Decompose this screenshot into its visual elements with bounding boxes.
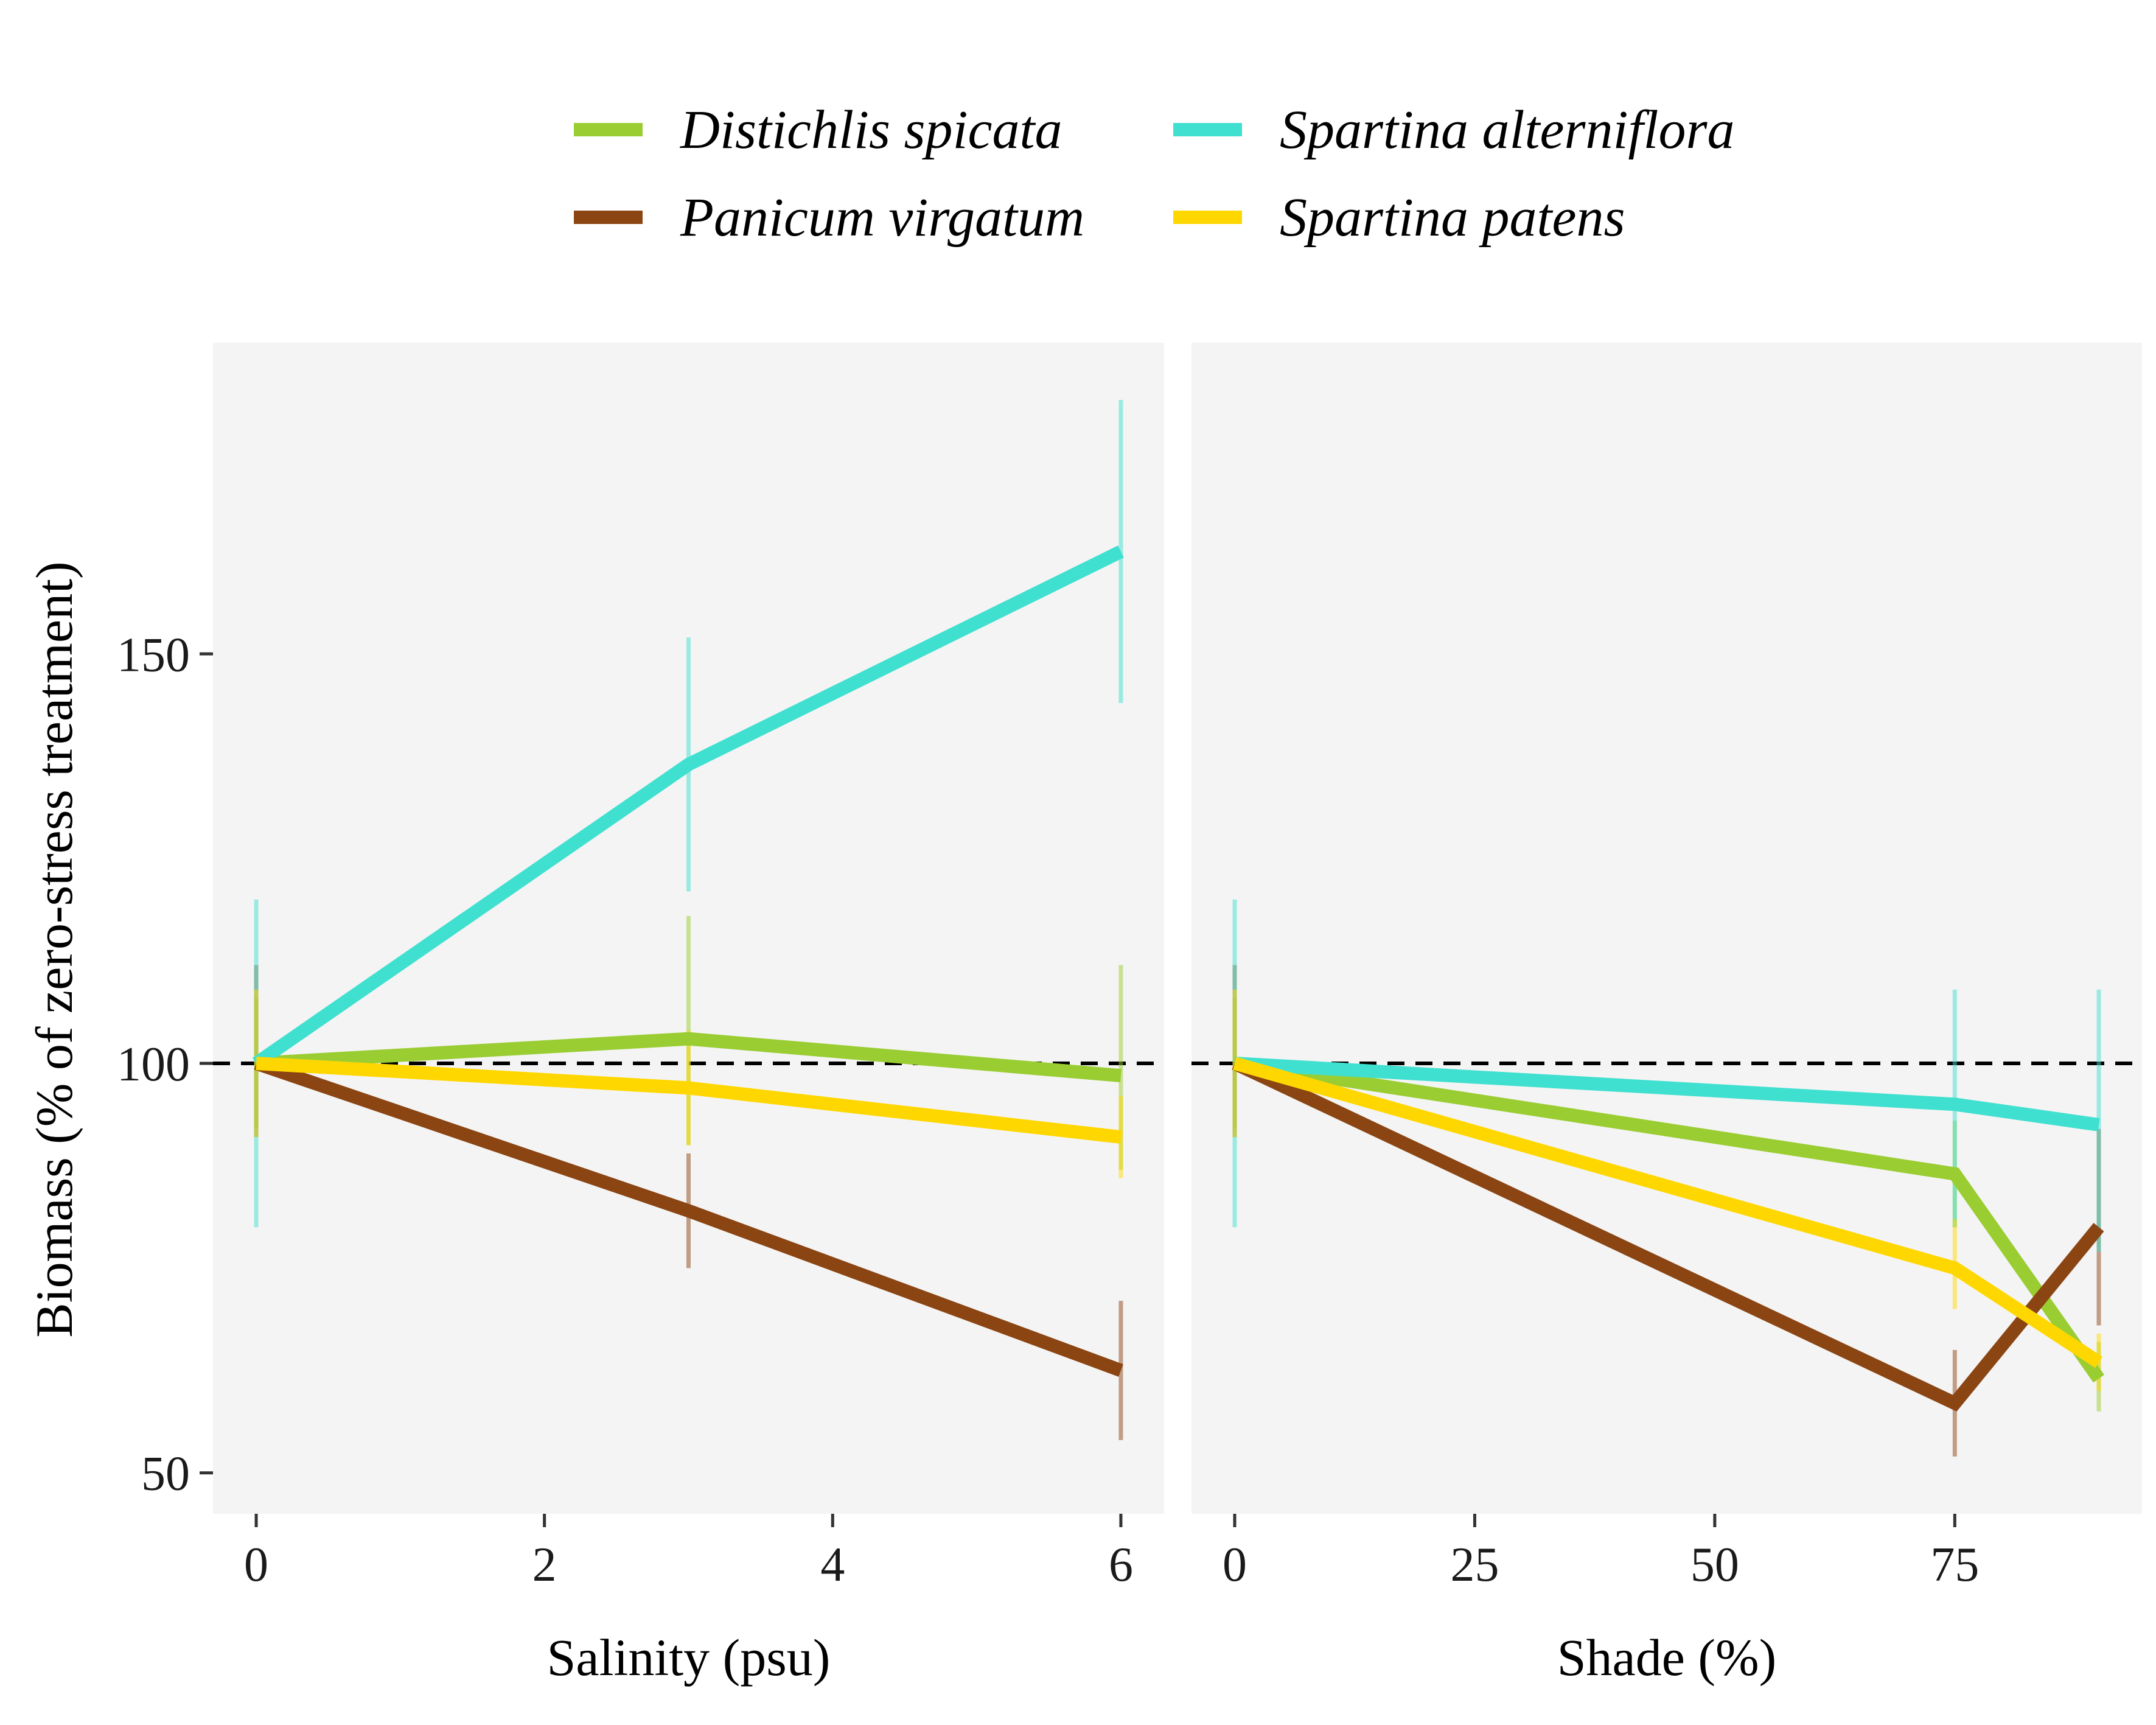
legend: Distichlis spicata Panicum virgatum Sparti… xyxy=(574,100,1735,248)
y-axis-title: Biomass (% of zero-stress treatment) xyxy=(25,561,83,1337)
x-tick-label: 4 xyxy=(820,1538,845,1592)
panel-1: 0 2 4 6 Salinity (psu) xyxy=(213,343,1164,1687)
series-line-spartina-alterniflora xyxy=(252,545,1124,1069)
series-line-spartina-patens xyxy=(1232,1057,2103,1368)
x-tick-label: 50 xyxy=(1690,1538,1739,1592)
x-tick-label: 0 xyxy=(244,1538,268,1592)
series-line-spartina-patens xyxy=(256,1057,1122,1144)
series-line-spartina-alterniflora xyxy=(1234,1057,2100,1132)
y-axis: Biomass (% of zero-stress treatment) 50 1… xyxy=(25,561,213,1501)
series-line-distichlis-spicata xyxy=(1233,1057,2104,1383)
y-tick-label: 100 xyxy=(117,1038,190,1091)
y-tick-label: 50 xyxy=(141,1447,190,1501)
series-line-panicum-virgatum xyxy=(254,1057,1123,1377)
y-tick-label: 150 xyxy=(117,628,190,682)
x-axis-title: Salinity (psu) xyxy=(547,1628,831,1687)
panel-2: 0 25 50 75 Shade (%) xyxy=(1191,343,2142,1687)
legend-item-spartina-patens: Spartina patens xyxy=(1173,187,1625,248)
x-axis-title: Shade (%) xyxy=(1557,1628,1777,1687)
x-tick-label: 25 xyxy=(1450,1538,1499,1592)
legend-item-spartina-alterniflora: Spartina alterniflora xyxy=(1173,100,1735,160)
legend-label-panicum-virgatum: Panicum virgatum xyxy=(680,187,1084,248)
panels: 0 2 4 6 Salinity (psu) 0 25 50 75 Shade (%) xyxy=(213,343,2142,1687)
panel-background xyxy=(1191,343,2142,1514)
legend-label-distichlis-spicata: Distichlis spicata xyxy=(679,100,1062,160)
legend-item-panicum-virgatum: Panicum virgatum xyxy=(574,187,1084,248)
x-tick-label: 2 xyxy=(532,1538,557,1592)
x-tick-label: 75 xyxy=(1930,1538,1979,1592)
series-line-distichlis-spicata xyxy=(256,1032,1122,1083)
legend-label-spartina-patens: Spartina patens xyxy=(1280,187,1625,248)
x-tick-label: 0 xyxy=(1223,1538,1247,1592)
legend-label-spartina-alterniflora: Spartina alterniflora xyxy=(1280,100,1735,160)
x-tick-label: 6 xyxy=(1109,1538,1133,1592)
series-line-panicum-virgatum xyxy=(1232,1057,2104,1412)
legend-item-distichlis-spicata: Distichlis spicata xyxy=(574,100,1062,160)
